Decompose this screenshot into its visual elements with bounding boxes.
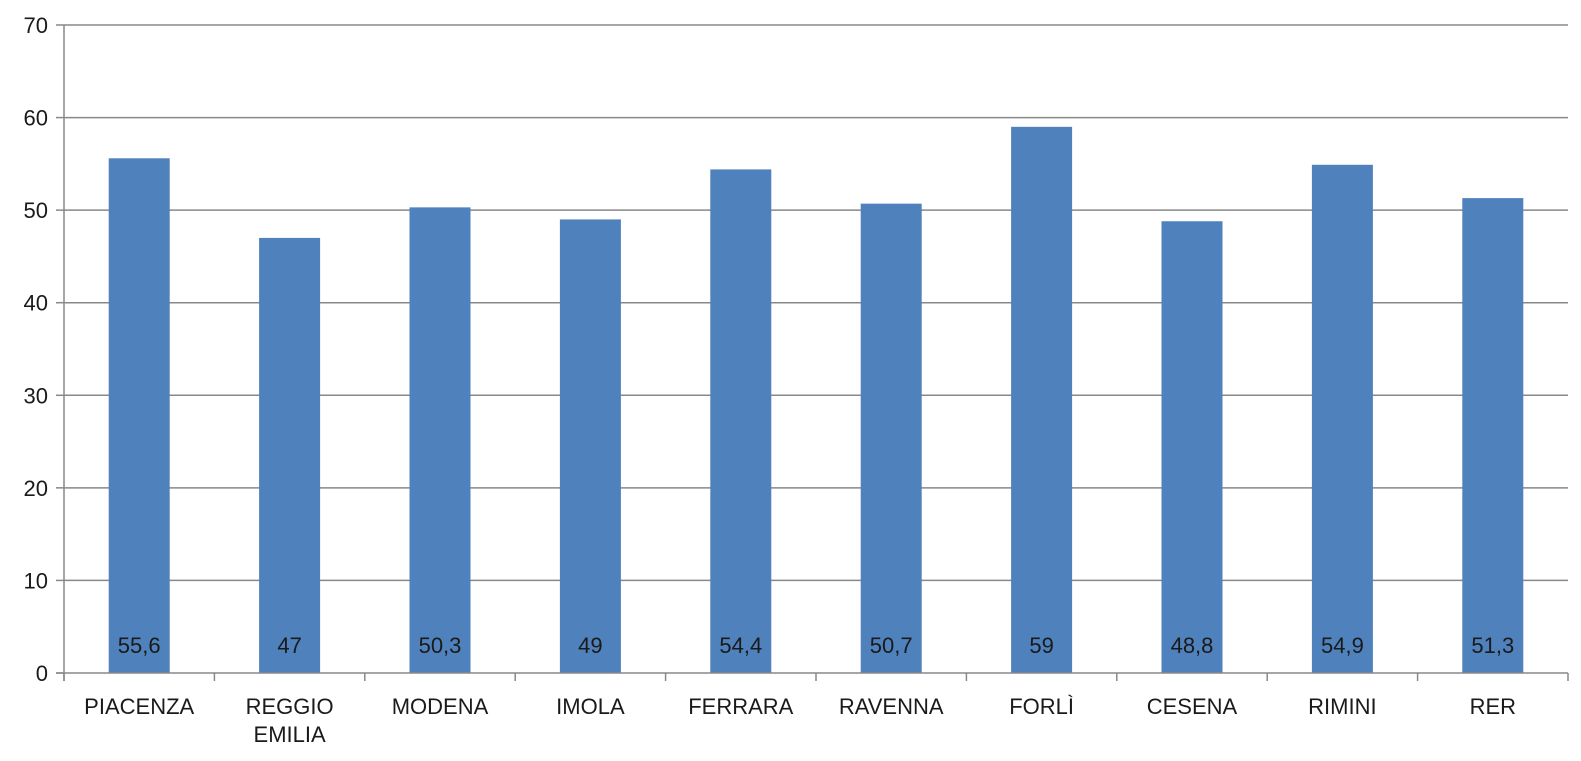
data-label: 50,7 [870, 633, 913, 658]
data-label: 59 [1029, 633, 1053, 658]
x-category-label: IMOLA [556, 694, 625, 719]
bar [1462, 198, 1524, 673]
x-category-label: RIMINI [1308, 694, 1376, 719]
data-label: 49 [578, 633, 602, 658]
bar [108, 158, 170, 673]
x-category-label: RER [1470, 694, 1516, 719]
data-label: 47 [277, 633, 301, 658]
bar [409, 207, 471, 673]
y-tick-label: 10 [24, 568, 48, 593]
y-tick-label: 60 [24, 106, 48, 131]
axis-layer [56, 24, 1569, 681]
bar [1011, 126, 1073, 674]
y-tick-label: 50 [24, 198, 48, 223]
x-category-label: PIACENZA [84, 694, 194, 719]
bar [559, 219, 621, 673]
labels-layer: 0 10 20 30 40 50 60 70 55,6 47 50,3 49 54,4 50,7 59 48,… [24, 13, 1517, 747]
x-category-label: FORLÌ [1009, 694, 1074, 719]
bars-layer [108, 126, 1524, 674]
data-label: 54,4 [719, 633, 762, 658]
x-category-label: RAVENNA [839, 694, 944, 719]
data-label: 55,6 [118, 633, 161, 658]
y-tick-label: 40 [24, 291, 48, 316]
bar [1311, 164, 1373, 674]
data-label: 54,9 [1321, 633, 1364, 658]
data-label: 51,3 [1471, 633, 1514, 658]
bar [860, 203, 922, 674]
y-tick-label: 0 [36, 661, 48, 686]
bar [710, 169, 772, 673]
y-tick-label: 20 [24, 476, 48, 501]
x-category-label: CESENA [1147, 694, 1238, 719]
data-label: 50,3 [419, 633, 462, 658]
y-tick-label: 70 [24, 13, 48, 38]
bar [259, 237, 321, 673]
x-category-label: REGGIO EMILIA [246, 694, 334, 747]
x-category-label: MODENA [392, 694, 489, 719]
data-label: 48,8 [1171, 633, 1214, 658]
x-category-label: FERRARA [688, 694, 793, 719]
bar [1161, 221, 1223, 673]
y-tick-label: 30 [24, 383, 48, 408]
